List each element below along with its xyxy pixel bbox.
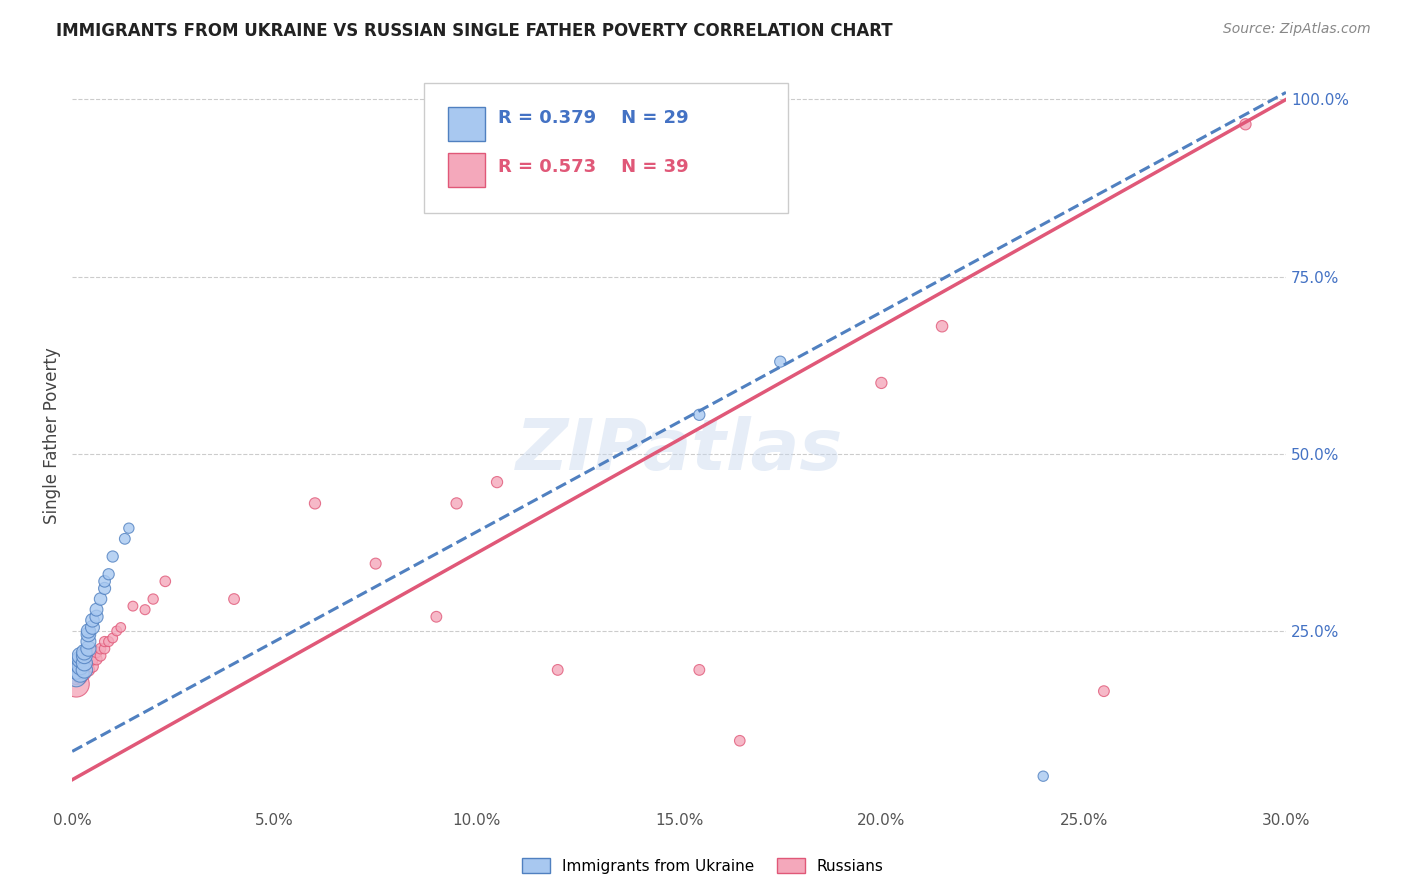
- Point: [101, 631, 124, 645]
- Point: [69, 663, 91, 677]
- Point: [77, 641, 100, 656]
- Y-axis label: Single Father Poverty: Single Father Poverty: [44, 348, 60, 524]
- Point: [142, 592, 165, 607]
- Point: [82, 613, 104, 627]
- Point: [446, 496, 468, 510]
- Point: [65, 663, 87, 677]
- Point: [97, 567, 120, 582]
- Point: [73, 663, 96, 677]
- Point: [69, 648, 91, 663]
- Point: [73, 659, 96, 673]
- Point: [93, 582, 115, 596]
- Point: [118, 521, 141, 535]
- Point: [86, 652, 108, 666]
- Point: [931, 319, 953, 334]
- Point: [86, 602, 108, 616]
- Point: [77, 663, 100, 677]
- Point: [114, 532, 136, 546]
- Point: [86, 645, 108, 659]
- Point: [97, 634, 120, 648]
- Legend: Immigrants from Ukraine, Russians: Immigrants from Ukraine, Russians: [516, 852, 890, 880]
- Point: [222, 592, 245, 607]
- Point: [82, 620, 104, 634]
- Point: [69, 659, 91, 673]
- Point: [364, 557, 387, 571]
- Point: [65, 670, 87, 684]
- Point: [90, 641, 112, 656]
- Point: [93, 634, 115, 648]
- Point: [86, 609, 108, 624]
- Point: [101, 549, 124, 564]
- Point: [73, 648, 96, 663]
- Point: [73, 666, 96, 681]
- Point: [69, 652, 91, 666]
- Point: [65, 677, 87, 691]
- Text: Source: ZipAtlas.com: Source: ZipAtlas.com: [1223, 22, 1371, 37]
- Point: [65, 663, 87, 677]
- Point: [69, 666, 91, 681]
- Point: [82, 652, 104, 666]
- Point: [93, 574, 115, 589]
- Point: [110, 620, 132, 634]
- Text: R = 0.573    N = 39: R = 0.573 N = 39: [498, 158, 689, 176]
- Point: [769, 354, 792, 368]
- Text: ZIPatlas: ZIPatlas: [516, 417, 842, 485]
- Point: [155, 574, 177, 589]
- Point: [77, 624, 100, 638]
- Point: [486, 475, 509, 490]
- Point: [688, 408, 710, 422]
- Point: [1234, 117, 1257, 131]
- Point: [122, 599, 145, 614]
- FancyBboxPatch shape: [449, 107, 485, 141]
- FancyBboxPatch shape: [425, 83, 789, 213]
- Point: [425, 609, 447, 624]
- Point: [77, 656, 100, 670]
- Point: [73, 645, 96, 659]
- Point: [82, 659, 104, 673]
- Point: [69, 659, 91, 673]
- Point: [69, 670, 91, 684]
- Point: [304, 496, 326, 510]
- Point: [93, 641, 115, 656]
- Point: [870, 376, 893, 390]
- FancyBboxPatch shape: [449, 153, 485, 186]
- Point: [73, 656, 96, 670]
- Point: [1092, 684, 1115, 698]
- Point: [65, 670, 87, 684]
- Point: [105, 624, 128, 638]
- Point: [688, 663, 710, 677]
- Point: [77, 627, 100, 641]
- Point: [547, 663, 569, 677]
- Point: [90, 648, 112, 663]
- Text: IMMIGRANTS FROM UKRAINE VS RUSSIAN SINGLE FATHER POVERTY CORRELATION CHART: IMMIGRANTS FROM UKRAINE VS RUSSIAN SINGL…: [56, 22, 893, 40]
- Text: R = 0.379    N = 29: R = 0.379 N = 29: [498, 110, 689, 128]
- Point: [728, 733, 751, 747]
- Point: [65, 656, 87, 670]
- Point: [77, 634, 100, 648]
- Point: [90, 592, 112, 607]
- Point: [1032, 769, 1054, 783]
- Point: [134, 602, 156, 616]
